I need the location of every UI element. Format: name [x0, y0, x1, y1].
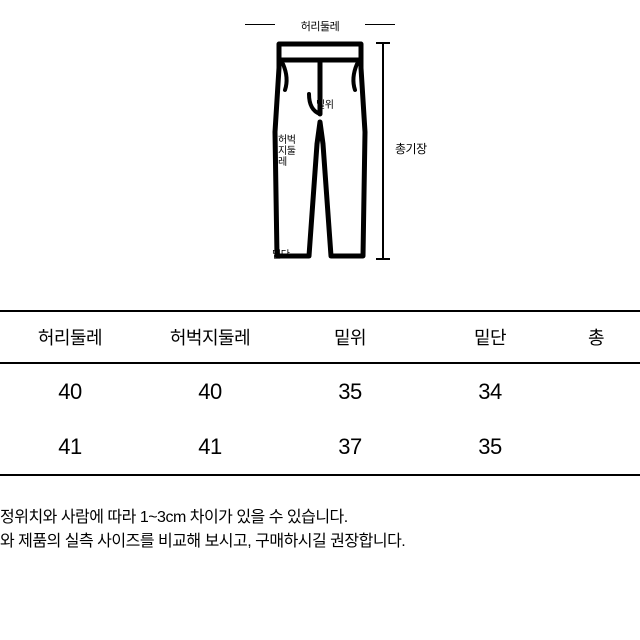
waist-rule-left [245, 24, 275, 25]
cell: 35 [420, 434, 560, 460]
note-line-1: 정위치와 사람에 따라 1~3cm 차이가 있을 수 있습니다. [0, 506, 640, 530]
cell: 40 [140, 379, 280, 405]
cell: 41 [140, 434, 280, 460]
length-line [382, 42, 384, 260]
col-waist: 허리둘레 [0, 324, 140, 350]
col-rise: 밑위 [280, 324, 420, 350]
cell: 34 [420, 379, 560, 405]
size-table: 허리둘레 허벅지둘레 밑위 밑단 총 40 40 35 34 41 41 37 … [0, 310, 640, 476]
pants-diagram: 허리둘레 총기장 밑위 허벅지둘레 밑단 [0, 0, 640, 290]
col-hem: 밑단 [420, 324, 560, 350]
cell: 40 [0, 379, 140, 405]
note-line-2: 와 제품의 실측 사이즈를 비교해 보시고, 구매하시길 권장합니다. [0, 530, 640, 554]
length-cap-bot [376, 258, 390, 260]
table-header: 허리둘레 허벅지둘레 밑위 밑단 총 [0, 310, 640, 364]
cell: 41 [0, 434, 140, 460]
cell: 37 [280, 434, 420, 460]
hem-label: 밑단 [272, 250, 289, 261]
waist-rule-right [365, 24, 395, 25]
cell: 35 [280, 379, 420, 405]
waist-label: 허리둘레 [301, 18, 339, 34]
thigh-label: 허벅지둘레 [278, 135, 304, 168]
table-row: 40 40 35 34 [0, 364, 640, 420]
length-label: 총기장 [395, 140, 427, 157]
col-length: 총 [560, 324, 640, 350]
table-row: 41 41 37 35 [0, 420, 640, 476]
notes: 정위치와 사람에 따라 1~3cm 차이가 있을 수 있습니다. 와 제품의 실… [0, 506, 640, 554]
rise-label: 밑위 [316, 100, 333, 111]
col-thigh: 허벅지둘레 [140, 324, 280, 350]
